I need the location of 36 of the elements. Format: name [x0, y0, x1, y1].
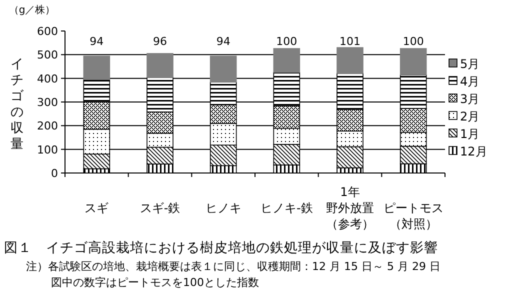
- text: 注）各試験区の培地、栽培概要は表１に同じ、収穫期間：12 月 15 日～ 5 月 29 日: [26, 260, 440, 273]
- bar: [336, 47, 364, 74]
- x-tick-label: スギ-鉄: [140, 201, 180, 215]
- legend-label: 4月: [460, 74, 480, 88]
- annotation: 100: [402, 35, 424, 48]
- annotation: 100: [276, 35, 298, 48]
- bar: [146, 53, 174, 78]
- x-tick-label: 1年野外放置（参考）: [326, 185, 374, 231]
- annotation: 101: [340, 35, 360, 48]
- annotation: 94: [90, 35, 104, 48]
- legend-label: 12月: [460, 144, 488, 158]
- bar: [400, 48, 427, 76]
- y-tick-label: 500: [37, 48, 58, 62]
- text: 図中の数字はピートモスを100とした指数: [51, 276, 259, 289]
- y-tick-label: 600: [37, 25, 58, 38]
- y-tick-label: 200: [37, 120, 58, 133]
- x-tick-label: ヒノキ: [205, 201, 242, 215]
- bar: [83, 56, 110, 80]
- legend-label: 5月: [460, 57, 480, 71]
- annotation: 96: [153, 35, 167, 48]
- annotation: 94: [216, 35, 230, 48]
- legend-label: 1月: [460, 127, 480, 141]
- text: 図１ イチゴ高設栽培における樹皮培地の鉄処理が収量に及ぼす影響: [4, 240, 438, 256]
- y-tick-label: 300: [37, 96, 58, 109]
- y-tick-label: 100: [37, 143, 58, 156]
- y-tick-label: 0: [51, 167, 58, 180]
- legend-label: 3月: [460, 92, 480, 106]
- bar: [273, 48, 300, 73]
- bar: [210, 56, 237, 83]
- text: （g／株）: [8, 4, 56, 16]
- y-tick-label: 400: [37, 72, 58, 86]
- y-axis-title: イチゴの収量: [10, 57, 24, 152]
- x-tick-label: スギ: [84, 201, 109, 215]
- x-tick-label: ヒノキ-鉄: [260, 201, 313, 215]
- x-tick-label: ピートモス（対照）: [383, 201, 444, 231]
- legend-label: 2月: [460, 110, 480, 124]
